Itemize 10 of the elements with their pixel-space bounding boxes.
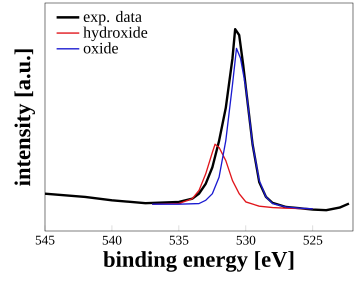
x-tick-label: 530 <box>236 236 256 245</box>
legend-label: oxide <box>84 42 118 54</box>
x-axis-title: binding energy [eV] <box>103 251 294 272</box>
x-tick-label: 535 <box>170 236 188 245</box>
y-axis-title: intensity [a.u.] <box>14 49 35 186</box>
x-tick-label: 545 <box>36 236 54 245</box>
x-tick-label: 540 <box>102 236 122 245</box>
legend-label: hydroxide <box>83 26 148 42</box>
legend-label: exp. data <box>84 10 142 26</box>
x-tick-label: 525 <box>304 236 322 245</box>
